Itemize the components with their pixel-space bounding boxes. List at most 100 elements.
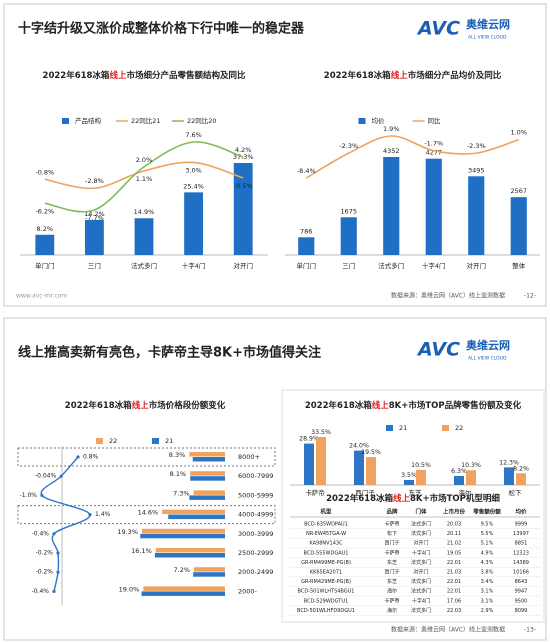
chart-title: 2022年618冰箱线上8K+市场TOP品牌零售份额及变化 [305,400,522,411]
table-cell: 22.01 [447,579,461,585]
title-part: 2022年618冰箱 [324,70,391,81]
table-cell: KK65EA2071 [310,570,342,576]
value-label: -7.7% [85,214,104,222]
slide-frame [3,317,547,641]
highlight-box [17,505,276,525]
table-cell: 8643 [515,579,528,585]
value-label: 24.0% [349,443,369,450]
bar [134,218,154,255]
legend-label: 21 [165,437,173,445]
bar [454,475,464,485]
value-label: -0.5% [234,182,253,190]
table-cell: 3.8% [481,570,494,576]
legend-label: 产品结构 [75,116,102,125]
table-cell: 法式多门 [411,607,431,614]
table-header: 均价 [515,508,527,516]
line [44,141,244,213]
value-label: 25.4% [183,182,204,190]
table-cell: KA98NV143C [309,541,343,547]
panel-frame [281,389,545,623]
title-part: 8K+市场TOP机型明细 [410,493,500,504]
value-label: 4.2% [235,146,252,154]
table-cell: BCD-555WDGAU1 [304,550,349,556]
title-part: 线上 [391,70,409,81]
table-cell: 21.03 [447,570,461,576]
legend-swatch [152,438,159,444]
value-label: 4352 [383,147,400,155]
table-cell: 东芝 [387,559,397,566]
table-cell: 法式多门 [411,530,431,537]
x-tick-label: 西门子 [355,488,375,497]
value-label: -0.4% [32,530,50,537]
table-cell: 西门子 [384,569,399,576]
table-cell: 22.03 [447,608,461,614]
table-cell: 10166 [513,570,529,576]
bar [189,452,225,457]
value-label: 14.2% [84,210,105,218]
value-label: 1.0% [510,129,527,137]
y-tick-label: 5000-5999 [238,491,273,499]
bar [516,473,526,485]
table-cell: 东芝 [387,578,397,585]
value-label: 14.9% [134,208,155,216]
point [76,455,80,459]
table-cell: 3.1% [481,589,494,595]
bar [190,476,225,481]
bar [304,443,314,485]
legend-swatch [96,438,103,444]
value-label: 7.6% [185,131,202,139]
slide-title: 十字结升级又涨价成整体价格下行中唯一的稳定器 [18,21,305,37]
bar [466,470,476,485]
value-label: 6.3% [451,468,467,475]
title-part: 市场细分产品零售额结构及同比 [126,70,246,81]
bar [189,495,225,500]
table-cell: 十字4门 [412,597,430,604]
table-cell: 法式多门 [411,588,431,595]
table-cell: 卡萨帝 [384,549,399,556]
value-label: 10.3% [461,462,481,469]
logo-name: 奥维云网 [465,338,510,352]
table-cell: 8099 [515,608,528,614]
legend-swatch [386,425,393,431]
value-label: 19.0% [119,585,140,593]
bar [140,533,225,539]
legend-label: 21 [399,424,407,432]
table-cell: GR-RM429ME-PG(B) [301,579,351,585]
table-header: 上市月份 [443,508,466,516]
x-tick-label: 法式多门 [378,261,404,270]
line [44,161,244,190]
table-cell: BCD-501WLHFD9DGU1 [297,608,355,614]
x-tick-label: 对开门 [233,261,253,270]
value-label: 19.3% [117,528,138,536]
legend-label: 22 [109,437,117,445]
table-cell: 9500 [515,598,528,604]
bar [155,548,225,553]
table-cell: 4.3% [481,560,494,566]
bar [142,528,225,534]
y-tick-label: 6000-7999 [238,472,273,480]
point [56,551,60,555]
x-tick-label: 对开门 [467,261,487,270]
value-label: 1675 [340,207,357,215]
x-tick-label: 单门门 [35,261,55,270]
value-label: 8.3% [169,451,186,459]
legend-label: 22同比21 [131,116,161,125]
bar [340,217,357,255]
table-cell: 20.03 [447,522,461,528]
highlight-box [17,447,276,467]
table-cell: GR-RM499ME-PG(B) [301,560,351,566]
table-cell: 5.5% [481,531,494,537]
table-cell: 22.01 [447,589,461,595]
bar [366,457,376,485]
title-part: 市场细分产品均价及同比 [408,70,502,81]
x-tick-label: 法式多门 [131,261,157,270]
table-header: 品牌 [386,508,398,516]
value-label: 3.5% [401,472,417,479]
value-label: -0.8% [35,168,54,176]
bar [416,469,426,485]
table-header: 零售额份额 [472,508,501,516]
value-label: 2.0% [136,156,153,164]
title-part: 线上 [393,493,411,504]
table-cell: NR-EW45TGA-W [306,531,346,537]
bar [354,450,364,485]
